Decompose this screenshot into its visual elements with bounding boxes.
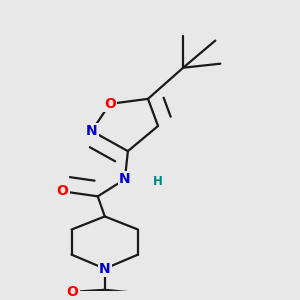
Text: N: N bbox=[119, 172, 131, 186]
Text: H: H bbox=[153, 175, 163, 188]
Text: O: O bbox=[57, 184, 68, 198]
Text: N: N bbox=[86, 124, 98, 138]
Text: N: N bbox=[99, 262, 111, 276]
Text: O: O bbox=[67, 285, 79, 299]
Text: O: O bbox=[104, 97, 116, 111]
